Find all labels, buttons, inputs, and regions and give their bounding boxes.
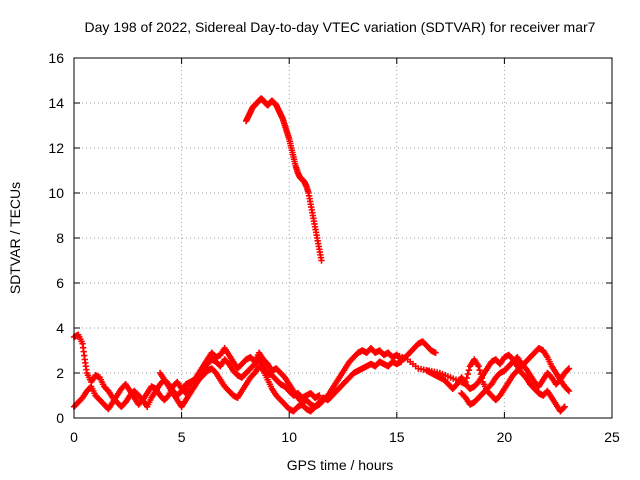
y-tick-label: 4 [56,320,64,336]
data-point [564,366,572,373]
y-tick-label: 8 [56,230,64,246]
data-point [565,387,573,395]
data-point [462,378,469,386]
series-trace-f [423,345,573,404]
y-tick-label: 10 [48,185,64,201]
x-tick-label: 0 [70,429,78,445]
series-trace-b [70,358,405,415]
data-point [318,257,325,264]
y-tick-label: 12 [48,140,64,156]
axis-ticks [73,57,613,419]
data-point [432,349,439,356]
y-axis-label: SDTVAR / TECUs [7,182,23,294]
grid [74,58,612,418]
x-tick-label: 10 [281,429,297,445]
data-point [463,374,470,382]
x-axis-label: GPS time / hours [287,457,394,473]
y-tick-label: 2 [56,365,64,381]
data-point [397,358,405,365]
x-tick-label: 15 [389,429,405,445]
data-point [316,392,323,399]
data-point [477,370,484,378]
data-points [70,95,573,415]
x-tick-label: 20 [497,429,513,445]
x-tick-label: 25 [604,429,620,445]
y-tick-label: 14 [48,95,64,111]
series-trace-d [242,95,325,264]
data-point [561,403,568,410]
tick-labels: 0 5 10 15 20 25 0 2 4 6 8 10 12 14 16 [48,50,620,445]
data-point [164,393,171,400]
data-point [475,363,482,370]
data-point [464,370,472,378]
chart-title: Day 198 of 2022, Sidereal Day-to-day VTE… [85,19,596,35]
y-tick-label: 6 [56,275,64,291]
series-trace-c [156,356,323,401]
y-tick-label: 16 [48,50,64,66]
data-point [560,404,567,412]
data-point [564,386,572,394]
data-point [478,374,486,382]
data-point [565,365,573,372]
data-point [476,366,483,374]
y-tick-label: 0 [56,410,64,426]
data-point [465,366,473,374]
x-tick-label: 5 [178,429,186,445]
series-trace-g [458,354,573,408]
